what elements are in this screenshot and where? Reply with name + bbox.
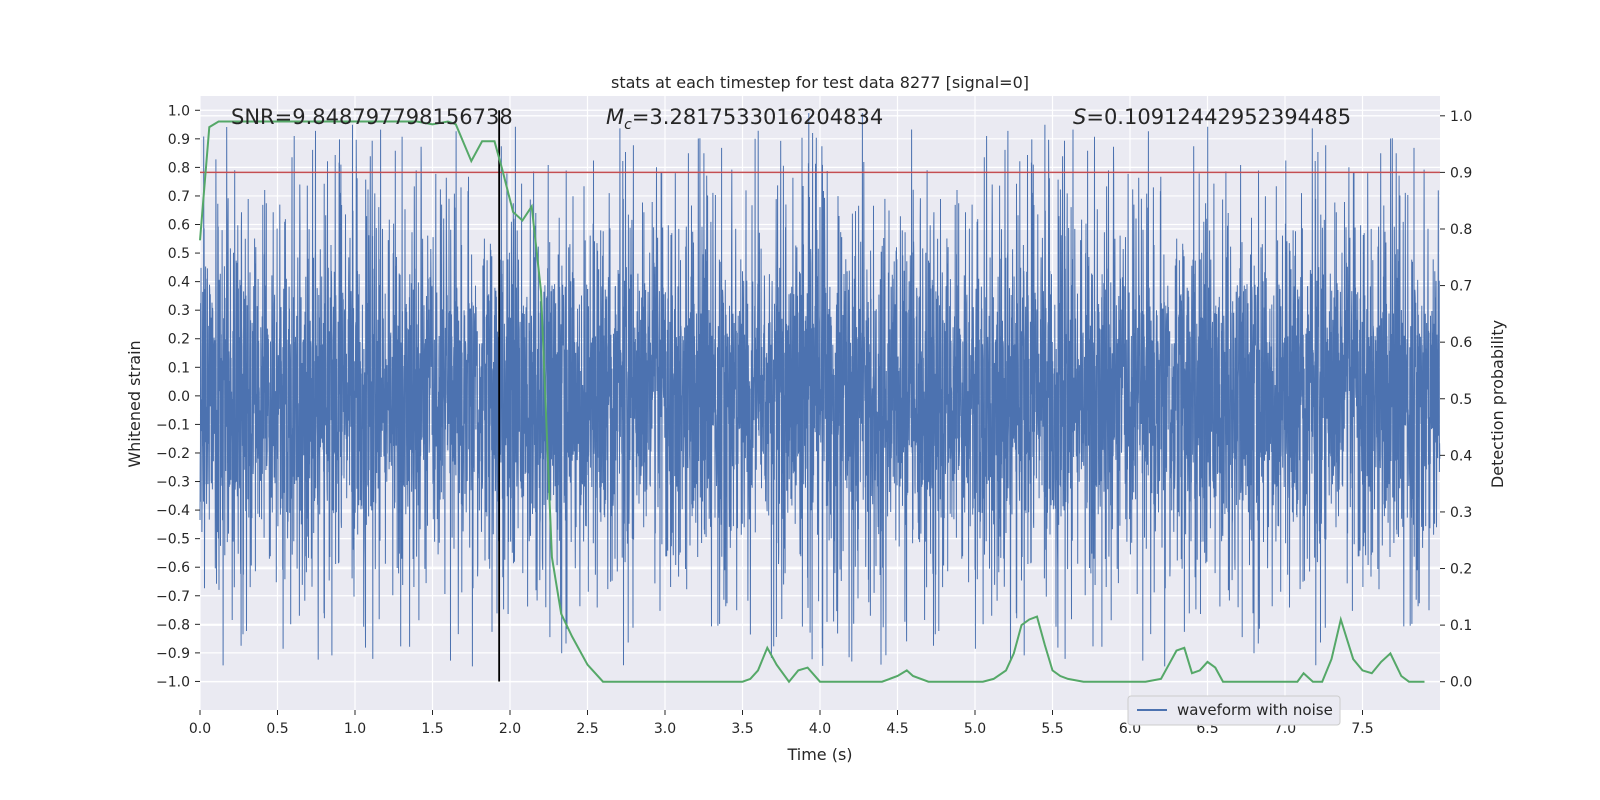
x-tick-label: 5.0: [964, 721, 986, 737]
y-right-axis-label: Detection probability: [1488, 320, 1507, 488]
y-left-axis-label: Whitened strain: [125, 340, 144, 467]
y-left-tick-label: 0.1: [168, 360, 190, 376]
x-tick-label: 1.5: [421, 721, 443, 737]
x-tick-label: 7.5: [1351, 721, 1373, 737]
y-left-tick-label: 0.8: [168, 160, 190, 176]
y-right-axis-ticks: 1.0 0.9 0.8 0.7 0.6 0.5 0.4 0.3 0.2 0.1 0.0: [1440, 109, 1472, 691]
y-left-tick-label: 0.9: [168, 132, 190, 148]
y-left-tick-label: −0.2: [156, 446, 190, 462]
y-left-tick-label: 0.5: [168, 246, 190, 262]
y-right-tick-label: 0.4: [1450, 448, 1472, 464]
x-tick-label: 3.5: [731, 721, 753, 737]
y-left-tick-label: −0.4: [156, 503, 190, 519]
x-axis-ticks: 0.0 0.5 1.0 1.5 2.0 2.5 3.0 3.5 4.0 4.5 5.0 5.5 6.0 6…: [189, 710, 1374, 737]
y-right-tick-label: 0.8: [1450, 222, 1472, 238]
chart-title: stats at each timestep for test data 827…: [611, 73, 1029, 92]
y-left-tick-label: −0.8: [156, 617, 190, 633]
y-left-tick-label: 0.3: [168, 303, 190, 319]
y-left-tick-label: 1.0: [168, 103, 190, 119]
chirp-mass-annotation: Mc=3.2817533016204834: [606, 105, 883, 133]
chirp-mass-subscript: c: [624, 117, 632, 133]
y-left-tick-label: 0.2: [168, 332, 190, 348]
snr-annotation: SNR=9.848797798156738: [231, 105, 513, 129]
y-left-axis-ticks: 1.0 0.9 0.8 0.7 0.6 0.5 0.4 0.3 0.2 0.1 0.0 −0.1 −0.…: [156, 103, 200, 690]
x-tick-label: 5.5: [1041, 721, 1063, 737]
y-right-tick-label: 0.5: [1450, 392, 1472, 408]
y-left-tick-label: 0.0: [168, 389, 190, 405]
y-right-tick-label: 0.1: [1450, 618, 1472, 634]
y-right-tick-label: 0.9: [1450, 165, 1472, 181]
x-tick-label: 4.5: [886, 721, 908, 737]
y-right-tick-label: 0.2: [1450, 562, 1472, 578]
y-left-tick-label: −0.9: [156, 646, 190, 662]
x-tick-label: 2.0: [499, 721, 521, 737]
s-annotation: S=0.10912442952394485: [1073, 105, 1351, 129]
s-value: =0.10912442952394485: [1086, 105, 1351, 129]
legend-box: [1127, 695, 1341, 726]
y-right-tick-label: 0.3: [1450, 505, 1472, 521]
legend: waveform with noise: [1127, 695, 1341, 726]
y-left-tick-label: −0.1: [156, 417, 190, 433]
y-left-tick-label: 0.4: [168, 275, 190, 291]
x-axis-label: Time (s): [786, 745, 852, 764]
s-symbol: S: [1073, 105, 1086, 129]
chirp-mass-symbol: M: [606, 105, 624, 129]
detection-probability-line: [199, 120, 1425, 684]
y-left-tick-label: 0.6: [168, 218, 190, 234]
x-tick-label: 0.0: [189, 721, 211, 737]
y-left-tick-label: 0.7: [168, 189, 190, 205]
chirp-mass-value: =3.2817533016204834: [632, 105, 883, 129]
y-right-tick-label: 0.7: [1450, 279, 1472, 295]
y-left-tick-label: −0.7: [156, 589, 190, 605]
y-left-tick-label: −0.5: [156, 532, 190, 548]
y-right-tick-label: 0.0: [1450, 675, 1472, 691]
y-left-tick-label: −0.6: [156, 560, 190, 576]
x-tick-label: 3.0: [654, 721, 676, 737]
x-tick-label: 0.5: [266, 721, 288, 737]
y-right-tick-label: 0.6: [1450, 335, 1472, 351]
legend-label: waveform with noise: [1177, 701, 1333, 719]
waveform-series-line: [199, 113, 1441, 667]
x-tick-label: 1.0: [344, 721, 366, 737]
x-tick-label: 2.5: [576, 721, 598, 737]
y-left-tick-label: −0.3: [156, 475, 190, 491]
y-left-tick-label: −1.0: [156, 674, 190, 690]
x-tick-label: 4.0: [809, 721, 831, 737]
y-right-tick-label: 1.0: [1450, 109, 1472, 125]
